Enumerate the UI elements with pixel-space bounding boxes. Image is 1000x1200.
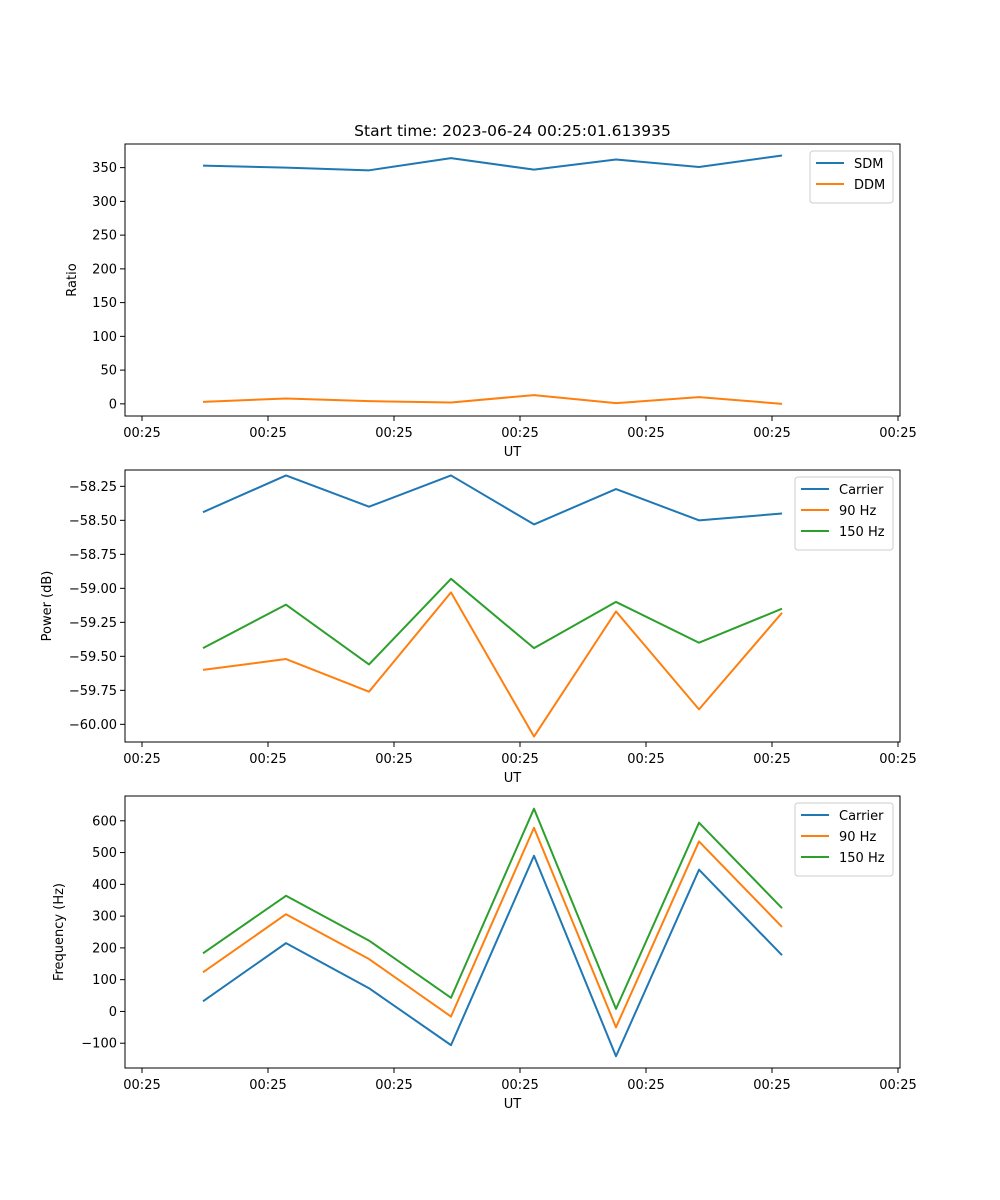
x-tick-label: 00:25 (753, 1078, 790, 1093)
y-tick-label: 100 (92, 330, 117, 345)
x-tick-label: 00:25 (375, 426, 412, 441)
x-axis-label: UT (504, 771, 522, 786)
x-tick-label: 00:25 (879, 1078, 916, 1093)
y-tick-label: 0 (109, 397, 117, 412)
x-tick-label: 00:25 (123, 752, 160, 767)
series-line-90-hz (202, 826, 783, 1029)
y-tick-label: −60.00 (69, 718, 117, 733)
y-tick-label: 100 (92, 973, 117, 988)
y-tick-label: −59.00 (69, 582, 117, 597)
x-tick-label: 00:25 (627, 752, 664, 767)
y-tick-label: 0 (109, 1005, 117, 1020)
subplot-1: 00:25 00:25 00:25 00:25 00:25 00:25 00:25 UT 0 50… (65, 122, 917, 460)
legend-label: 90 Hz (839, 830, 876, 845)
axes-frame (124, 143, 901, 417)
x-tick-label: 00:25 (753, 752, 790, 767)
y-tick-label: 400 (92, 878, 117, 893)
y-axis-label: Ratio (65, 263, 80, 296)
series-line-ddm (202, 394, 783, 405)
chart-title: Start time: 2023-06-24 00:25:01.613935 (354, 122, 671, 140)
y-tick-label: 600 (92, 814, 117, 829)
y-axis-label: Frequency (Hz) (52, 883, 67, 981)
y-tick-label: −58.25 (69, 480, 117, 495)
axes-frame (124, 469, 901, 743)
y-tick-label: −59.50 (69, 650, 117, 665)
series-line-90-hz (202, 591, 783, 738)
y-tick-label: 200 (92, 262, 117, 277)
x-tick-label: 00:25 (375, 752, 412, 767)
y-tick-label: 350 (92, 161, 117, 176)
x-tick-label: 00:25 (627, 1078, 664, 1093)
legend-label: Carrier (839, 809, 884, 824)
y-tick-label: −59.25 (69, 616, 117, 631)
legend-label: DDM (854, 178, 885, 193)
series-line-sdm (202, 154, 783, 172)
legend-label: 150 Hz (839, 525, 885, 540)
x-tick-label: 00:25 (501, 426, 538, 441)
x-tick-label: 00:25 (123, 426, 160, 441)
legend-label: 150 Hz (839, 851, 885, 866)
y-axis-label: Power (dB) (40, 571, 55, 642)
y-tick-label: 300 (92, 195, 117, 210)
x-tick-label: 00:25 (123, 1078, 160, 1093)
x-axis-label: UT (504, 1097, 522, 1112)
y-tick-label: 250 (92, 229, 117, 244)
legend: Carrier 90 Hz 150 Hz (794, 802, 894, 877)
x-tick-label: 00:25 (627, 426, 664, 441)
subplot-3: 00:25 00:25 00:25 00:25 00:25 00:25 00:25 UT −10… (52, 795, 917, 1112)
y-tick-label: −58.75 (69, 548, 117, 563)
x-tick-label: 00:25 (753, 426, 790, 441)
legend: Carrier 90 Hz 150 Hz (794, 476, 894, 551)
legend-label: SDM (854, 157, 883, 172)
y-tick-label: 500 (92, 846, 117, 861)
legend-label: Carrier (839, 483, 884, 498)
x-tick-label: 00:25 (249, 426, 286, 441)
legend-label: 90 Hz (839, 504, 876, 519)
series-line-carrier (202, 474, 783, 526)
axes-frame (124, 795, 901, 1069)
x-tick-label: 00:25 (249, 752, 286, 767)
y-tick-label: −59.75 (69, 684, 117, 699)
x-tick-label: 00:25 (501, 1078, 538, 1093)
series-line-150-hz (202, 577, 783, 666)
y-tick-label: 300 (92, 910, 117, 925)
legend: SDM DDM (809, 150, 894, 204)
x-axis-label: UT (504, 445, 522, 460)
y-tick-label: 200 (92, 941, 117, 956)
x-tick-label: 00:25 (879, 752, 916, 767)
y-tick-label: 50 (100, 364, 117, 379)
y-tick-label: −100 (81, 1037, 117, 1052)
x-tick-label: 00:25 (249, 1078, 286, 1093)
series-line-150-hz (202, 807, 783, 1010)
x-tick-label: 00:25 (501, 752, 538, 767)
series-line-carrier (202, 854, 783, 1058)
subplot-2: 00:25 00:25 00:25 00:25 00:25 00:25 00:25 UT −60… (40, 469, 917, 786)
y-tick-label: 150 (92, 296, 117, 311)
y-tick-label: −58.50 (69, 514, 117, 529)
x-tick-label: 00:25 (879, 426, 916, 441)
x-tick-label: 00:25 (375, 1078, 412, 1093)
